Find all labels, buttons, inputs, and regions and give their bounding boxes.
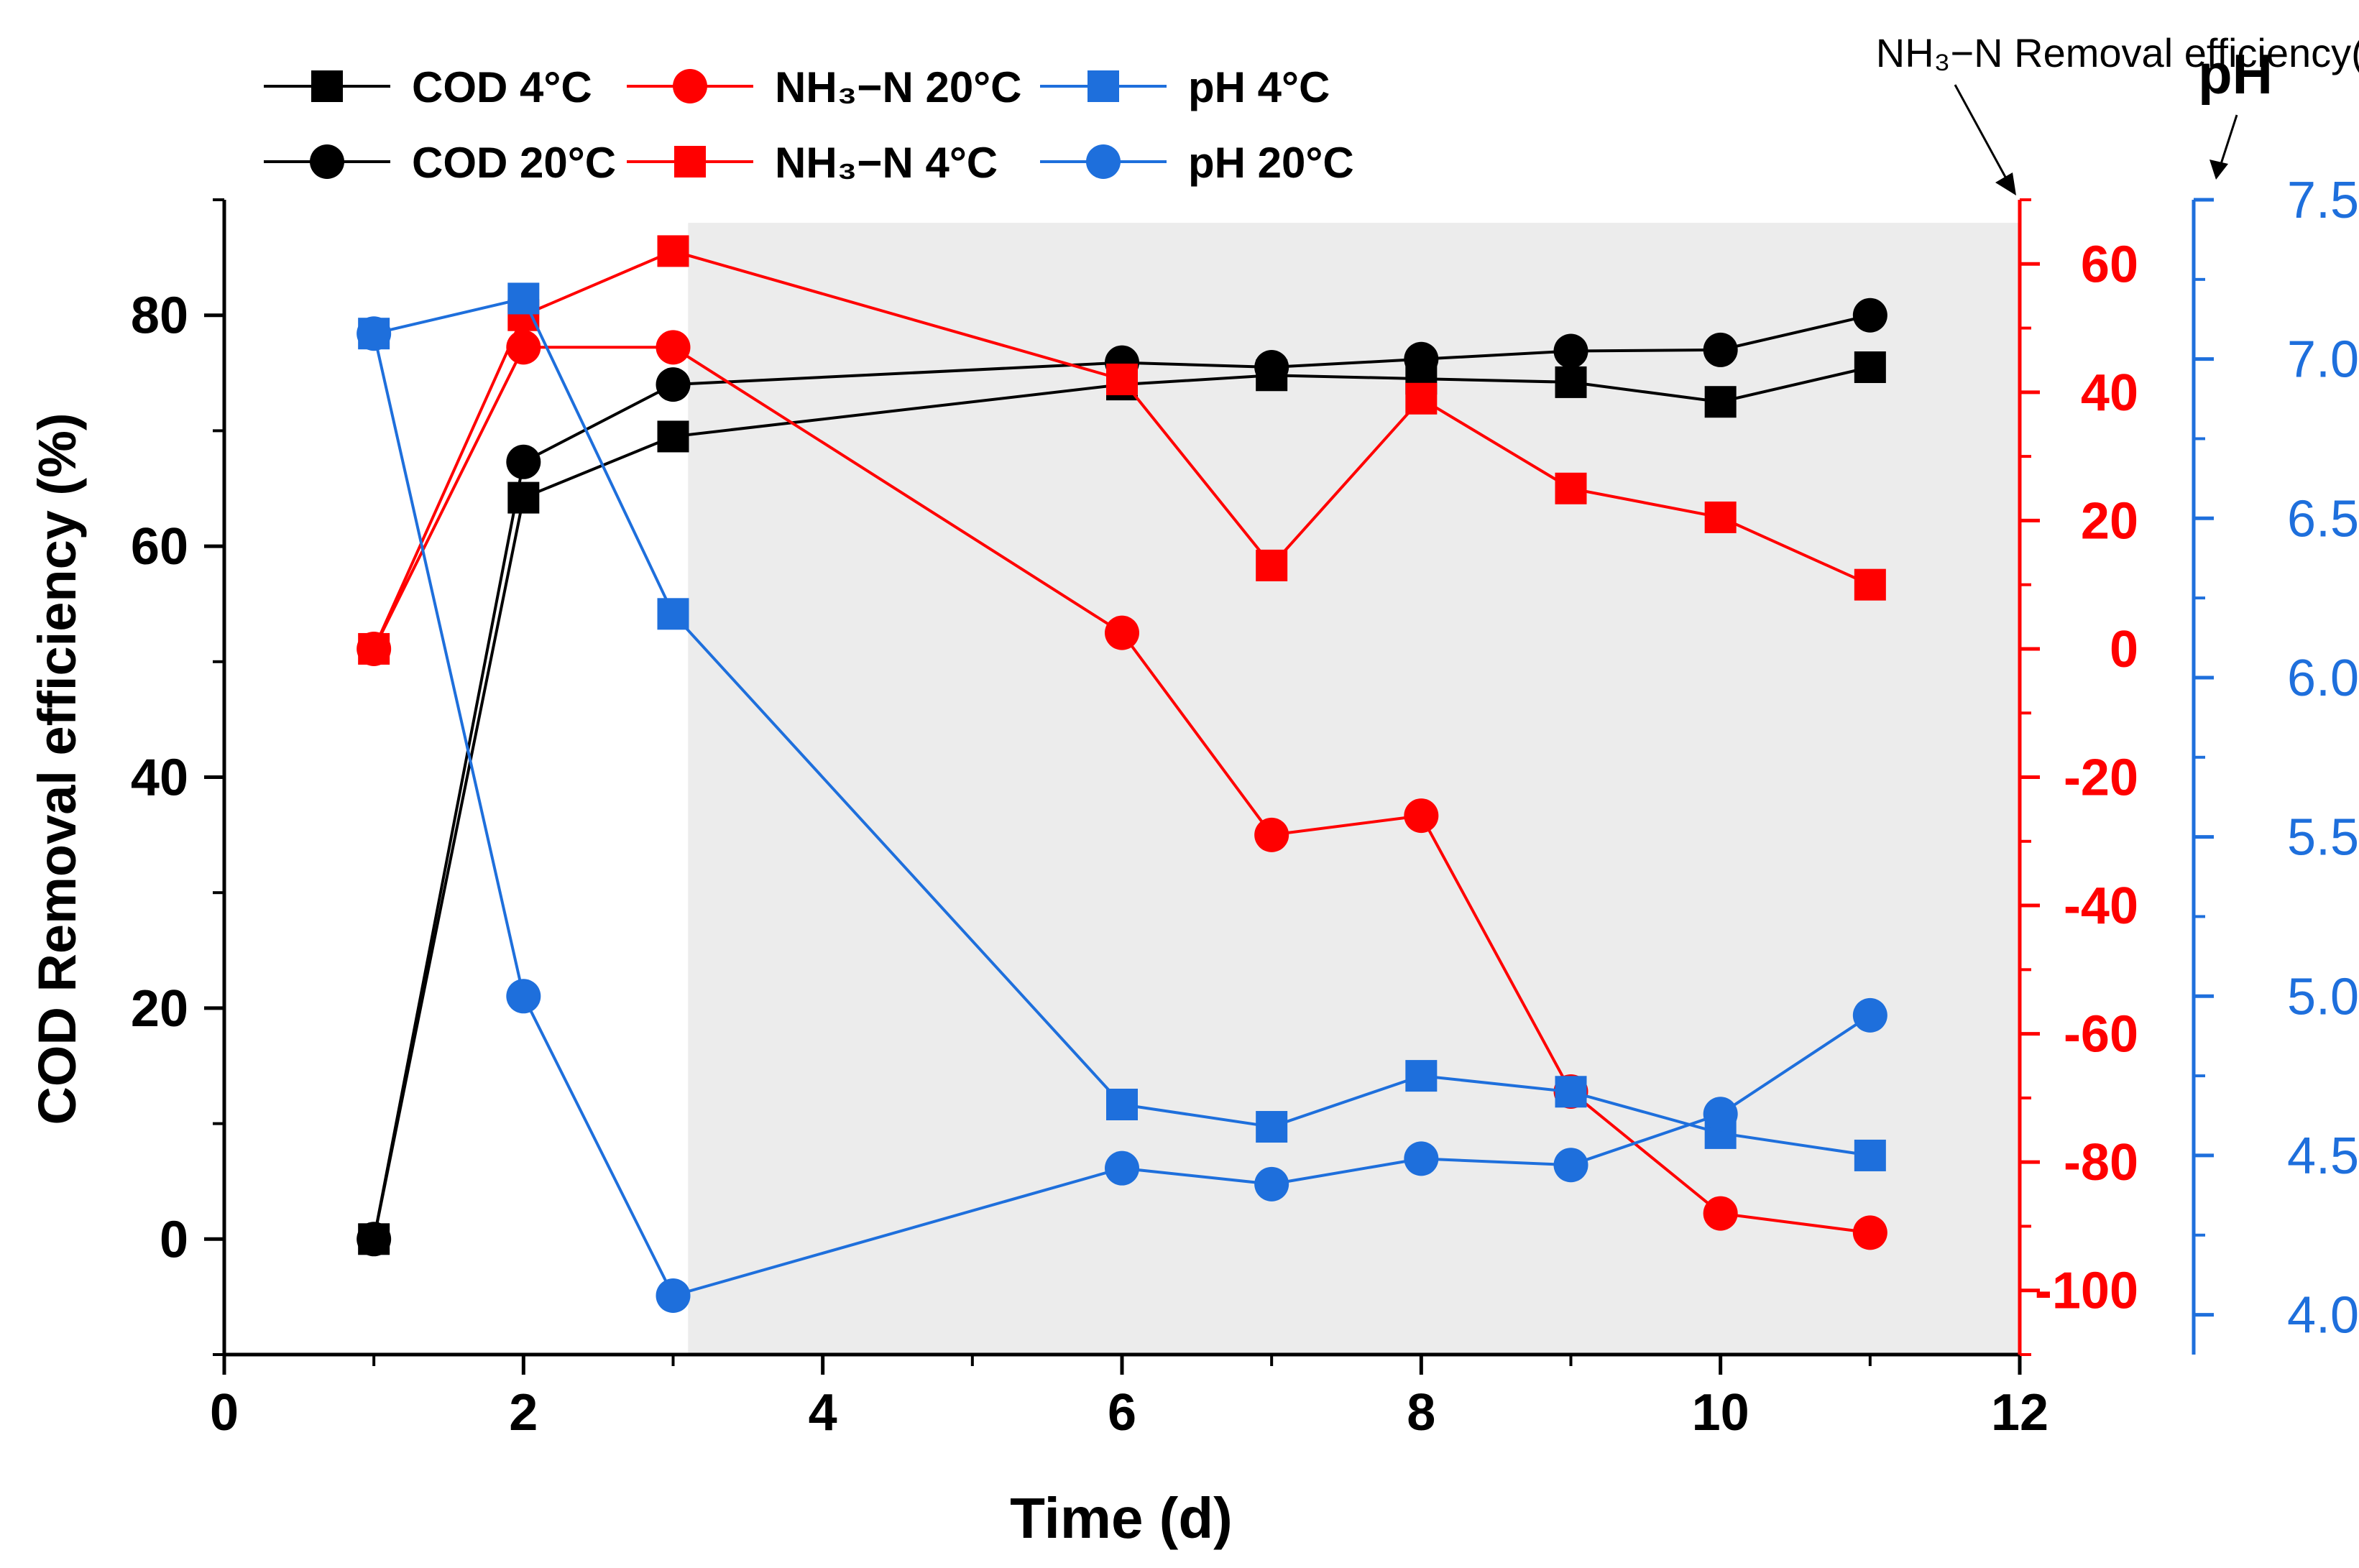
legend-item-0: COD 4°C <box>264 63 592 111</box>
series-2-point-8 <box>1852 1215 1887 1250</box>
y-left-tick-label-2: 40 <box>131 750 188 807</box>
series-1-point-1 <box>506 444 541 479</box>
legend-item-2: pH 4°C <box>1040 63 1330 111</box>
legend-label-5: pH 20°C <box>1188 139 1354 187</box>
x-tick-label-5: 10 <box>1692 1384 1749 1442</box>
series-5-point-6 <box>1553 1148 1588 1183</box>
legend-item-1: NH₃−N 20°C <box>627 63 1022 111</box>
series-3-point-6 <box>1555 472 1587 504</box>
y-right1-tick-label-6: -60 <box>2064 1006 2138 1064</box>
y-left-tick-label-4: 80 <box>131 287 188 345</box>
legend-label-3: COD 20°C <box>412 139 616 187</box>
legend-marker-5 <box>1086 144 1121 179</box>
y-right1-tick-label-4: -20 <box>2064 750 2138 807</box>
y-axis-right2-title: pH <box>2198 42 2273 106</box>
y-right2-tick-label-2: 6.5 <box>2287 490 2359 548</box>
legend-item-3: COD 20°C <box>264 139 616 187</box>
y-left-tick-label-0: 0 <box>160 1211 188 1268</box>
x-axis-title: Time (d) <box>1010 1486 1233 1550</box>
series-1-point-6 <box>1553 333 1588 369</box>
y-right2-tick-label-3: 6.0 <box>2287 650 2359 707</box>
series-1-point-5 <box>1404 341 1439 377</box>
right2-pointer-arrow <box>2209 114 2238 180</box>
legend-marker-1 <box>673 69 707 103</box>
series-5-point-7 <box>1703 1097 1738 1132</box>
y-right1-tick-label-7: -80 <box>2064 1134 2138 1191</box>
series-2-point-3 <box>1105 615 1139 650</box>
series-2-point-5 <box>1404 798 1439 834</box>
series-4-point-3 <box>1106 1089 1138 1121</box>
x-tick-label-4: 8 <box>1407 1384 1435 1442</box>
series-0-point-8 <box>1854 351 1886 384</box>
series-4-point-1 <box>507 282 540 315</box>
series-1-point-4 <box>1254 350 1289 385</box>
x-tick-label-2: 4 <box>809 1384 837 1442</box>
y-axis-right1-title: NH₃−N Removal efficiency(%) <box>1876 30 2359 75</box>
shaded-region <box>688 223 2020 1355</box>
legend-marker-3 <box>310 144 344 179</box>
series-3-point-3 <box>1106 363 1138 395</box>
legend-label-1: NH₃−N 20°C <box>775 63 1022 111</box>
series-2-point-1 <box>506 330 541 365</box>
series-2-point-2 <box>656 330 691 365</box>
series-4-point-4 <box>1256 1111 1288 1143</box>
series-4-point-8 <box>1854 1139 1886 1171</box>
series-5-point-8 <box>1852 997 1887 1033</box>
y-right2-tick-label-5: 5.0 <box>2287 968 2359 1025</box>
series-1-point-0 <box>357 1222 392 1257</box>
legend-label-4: NH₃−N 4°C <box>775 139 998 187</box>
series-0-point-2 <box>657 420 689 453</box>
x-tick-label-0: 0 <box>210 1384 239 1442</box>
legend-marker-0 <box>311 70 343 102</box>
y-right2-tick-label-4: 5.5 <box>2287 809 2359 867</box>
series-5-point-4 <box>1254 1166 1289 1202</box>
legend-marker-4 <box>674 146 706 177</box>
right1-pointer-arrow <box>1954 84 2016 195</box>
legend-item-5: pH 20°C <box>1040 139 1354 187</box>
series-5-point-3 <box>1105 1150 1139 1186</box>
y-right1-tick-label-3: 0 <box>2110 621 2138 678</box>
series-4-point-6 <box>1555 1076 1587 1108</box>
y-right2-tick-label-7: 4.0 <box>2287 1287 2359 1345</box>
x-tick-label-3: 6 <box>1108 1384 1136 1442</box>
series-5-point-0 <box>357 316 392 351</box>
y-right2-tick-label-6: 4.5 <box>2287 1127 2359 1185</box>
series-0-point-6 <box>1555 366 1587 398</box>
series-3-point-2 <box>657 235 689 267</box>
y-right1-tick-label-0: 60 <box>2081 236 2138 293</box>
y-right1-tick-label-1: 40 <box>2081 364 2138 422</box>
legend-item-4: NH₃−N 4°C <box>627 139 998 187</box>
series-2-point-4 <box>1254 817 1289 852</box>
y-axis-left-title: COD Removal efficiency (%) <box>27 412 87 1125</box>
series-3-point-8 <box>1854 568 1886 601</box>
series-5-point-2 <box>656 1278 691 1313</box>
x-tick-label-1: 2 <box>509 1384 538 1442</box>
series-0-point-7 <box>1704 386 1737 418</box>
y-left-tick-label-1: 20 <box>131 980 188 1038</box>
y-right2-tick-label-0: 7.5 <box>2287 172 2359 229</box>
series-1-point-8 <box>1852 298 1887 333</box>
series-3-point-5 <box>1405 382 1438 415</box>
series-1-point-2 <box>656 367 691 402</box>
series-1-point-7 <box>1703 332 1738 367</box>
series-4-point-5 <box>1405 1060 1438 1092</box>
series-4-point-2 <box>657 598 689 630</box>
legend-marker-2 <box>1087 70 1119 102</box>
series-3-point-4 <box>1256 549 1288 581</box>
y-right1-tick-label-5: -40 <box>2064 877 2138 935</box>
y-left-tick-label-3: 60 <box>131 518 188 576</box>
y-right1-tick-label-8: -100 <box>2035 1263 2138 1320</box>
series-3-point-7 <box>1704 501 1737 533</box>
legend-label-0: COD 4°C <box>412 63 592 111</box>
y-right1-tick-label-2: 20 <box>2081 492 2138 550</box>
series-2-point-7 <box>1703 1196 1738 1231</box>
series-5-point-5 <box>1404 1141 1439 1176</box>
y-right2-tick-label-1: 7.0 <box>2287 331 2359 389</box>
series-3-point-0 <box>358 632 390 665</box>
series-0-point-1 <box>507 481 540 514</box>
legend-label-2: pH 4°C <box>1188 63 1330 111</box>
series-5-point-1 <box>506 979 541 1014</box>
x-tick-label-6: 12 <box>1991 1384 2048 1442</box>
